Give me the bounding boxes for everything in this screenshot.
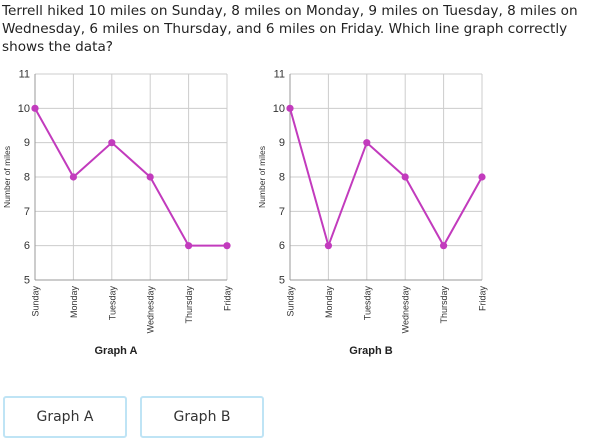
graph-b: 5 6 7 8 9 10 11 Sunday Monday Tuesday Wednesday Thu… <box>255 64 515 364</box>
y-tick-label: 5 <box>279 275 285 287</box>
y-tick-label: 9 <box>24 137 30 149</box>
y-tick-label: 5 <box>24 275 30 287</box>
series-line <box>34 107 227 247</box>
y-tick-label: 10 <box>273 103 285 115</box>
x-tick-label: Monday <box>69 286 79 319</box>
x-tick-label: Tuesday <box>107 286 117 321</box>
graph-a: 5 6 7 8 9 10 11 Sunday Monday Tuesday Wednesday Thu… <box>0 64 260 364</box>
y-tick-label: 7 <box>279 206 285 218</box>
y-axis-label: Number of miles <box>2 146 12 208</box>
data-point <box>324 242 332 250</box>
y-tick-label: 8 <box>279 172 285 184</box>
data-point <box>108 139 116 147</box>
data-point <box>401 173 409 181</box>
y-tick-label: 11 <box>274 69 285 81</box>
y-tick-label: 11 <box>19 69 30 81</box>
graph-b-title: Graph B <box>349 345 393 357</box>
graph-a-plot: 5 6 7 8 9 10 11 Sunday Monday Tuesday Wednesday Thu… <box>2 69 233 334</box>
y-tick-label: 6 <box>24 240 30 252</box>
answer-graph-a-button[interactable]: Graph A <box>3 396 127 438</box>
y-tick-label: 8 <box>24 172 30 184</box>
data-point <box>478 173 486 181</box>
x-tick-label: Tuesday <box>362 286 372 321</box>
x-tick-label: Monday <box>324 286 334 319</box>
y-tick-label: 10 <box>18 103 30 115</box>
question-text: Terrell hiked 10 miles on Sunday, 8 mile… <box>2 3 578 55</box>
data-point <box>440 242 448 250</box>
y-tick-label: 9 <box>279 137 285 149</box>
x-tick-label: Sunday <box>31 286 41 317</box>
x-tick-label: Sunday <box>286 286 296 317</box>
data-point <box>223 242 231 250</box>
graph-b-plot: 5 6 7 8 9 10 11 Sunday Monday Tuesday Wednesday Thu… <box>257 69 488 334</box>
data-point <box>69 173 77 181</box>
y-tick-label: 6 <box>279 240 285 252</box>
answer-graph-b-button[interactable]: Graph B <box>140 396 264 438</box>
x-tick-label: Thursday <box>184 286 194 324</box>
graph-a-title: Graph A <box>94 345 138 357</box>
x-tick-label: Friday <box>223 286 233 312</box>
data-point <box>185 242 193 250</box>
data-point <box>31 104 39 112</box>
data-point <box>363 139 371 147</box>
data-point <box>146 173 154 181</box>
data-point <box>286 104 294 112</box>
x-tick-label: Wednesday <box>401 286 411 334</box>
series-line <box>289 108 483 249</box>
y-axis-label: Number of miles <box>257 146 267 208</box>
x-tick-label: Wednesday <box>146 286 156 334</box>
x-tick-label: Thursday <box>439 286 449 324</box>
y-tick-label: 7 <box>24 206 30 218</box>
x-tick-label: Friday <box>478 286 488 312</box>
